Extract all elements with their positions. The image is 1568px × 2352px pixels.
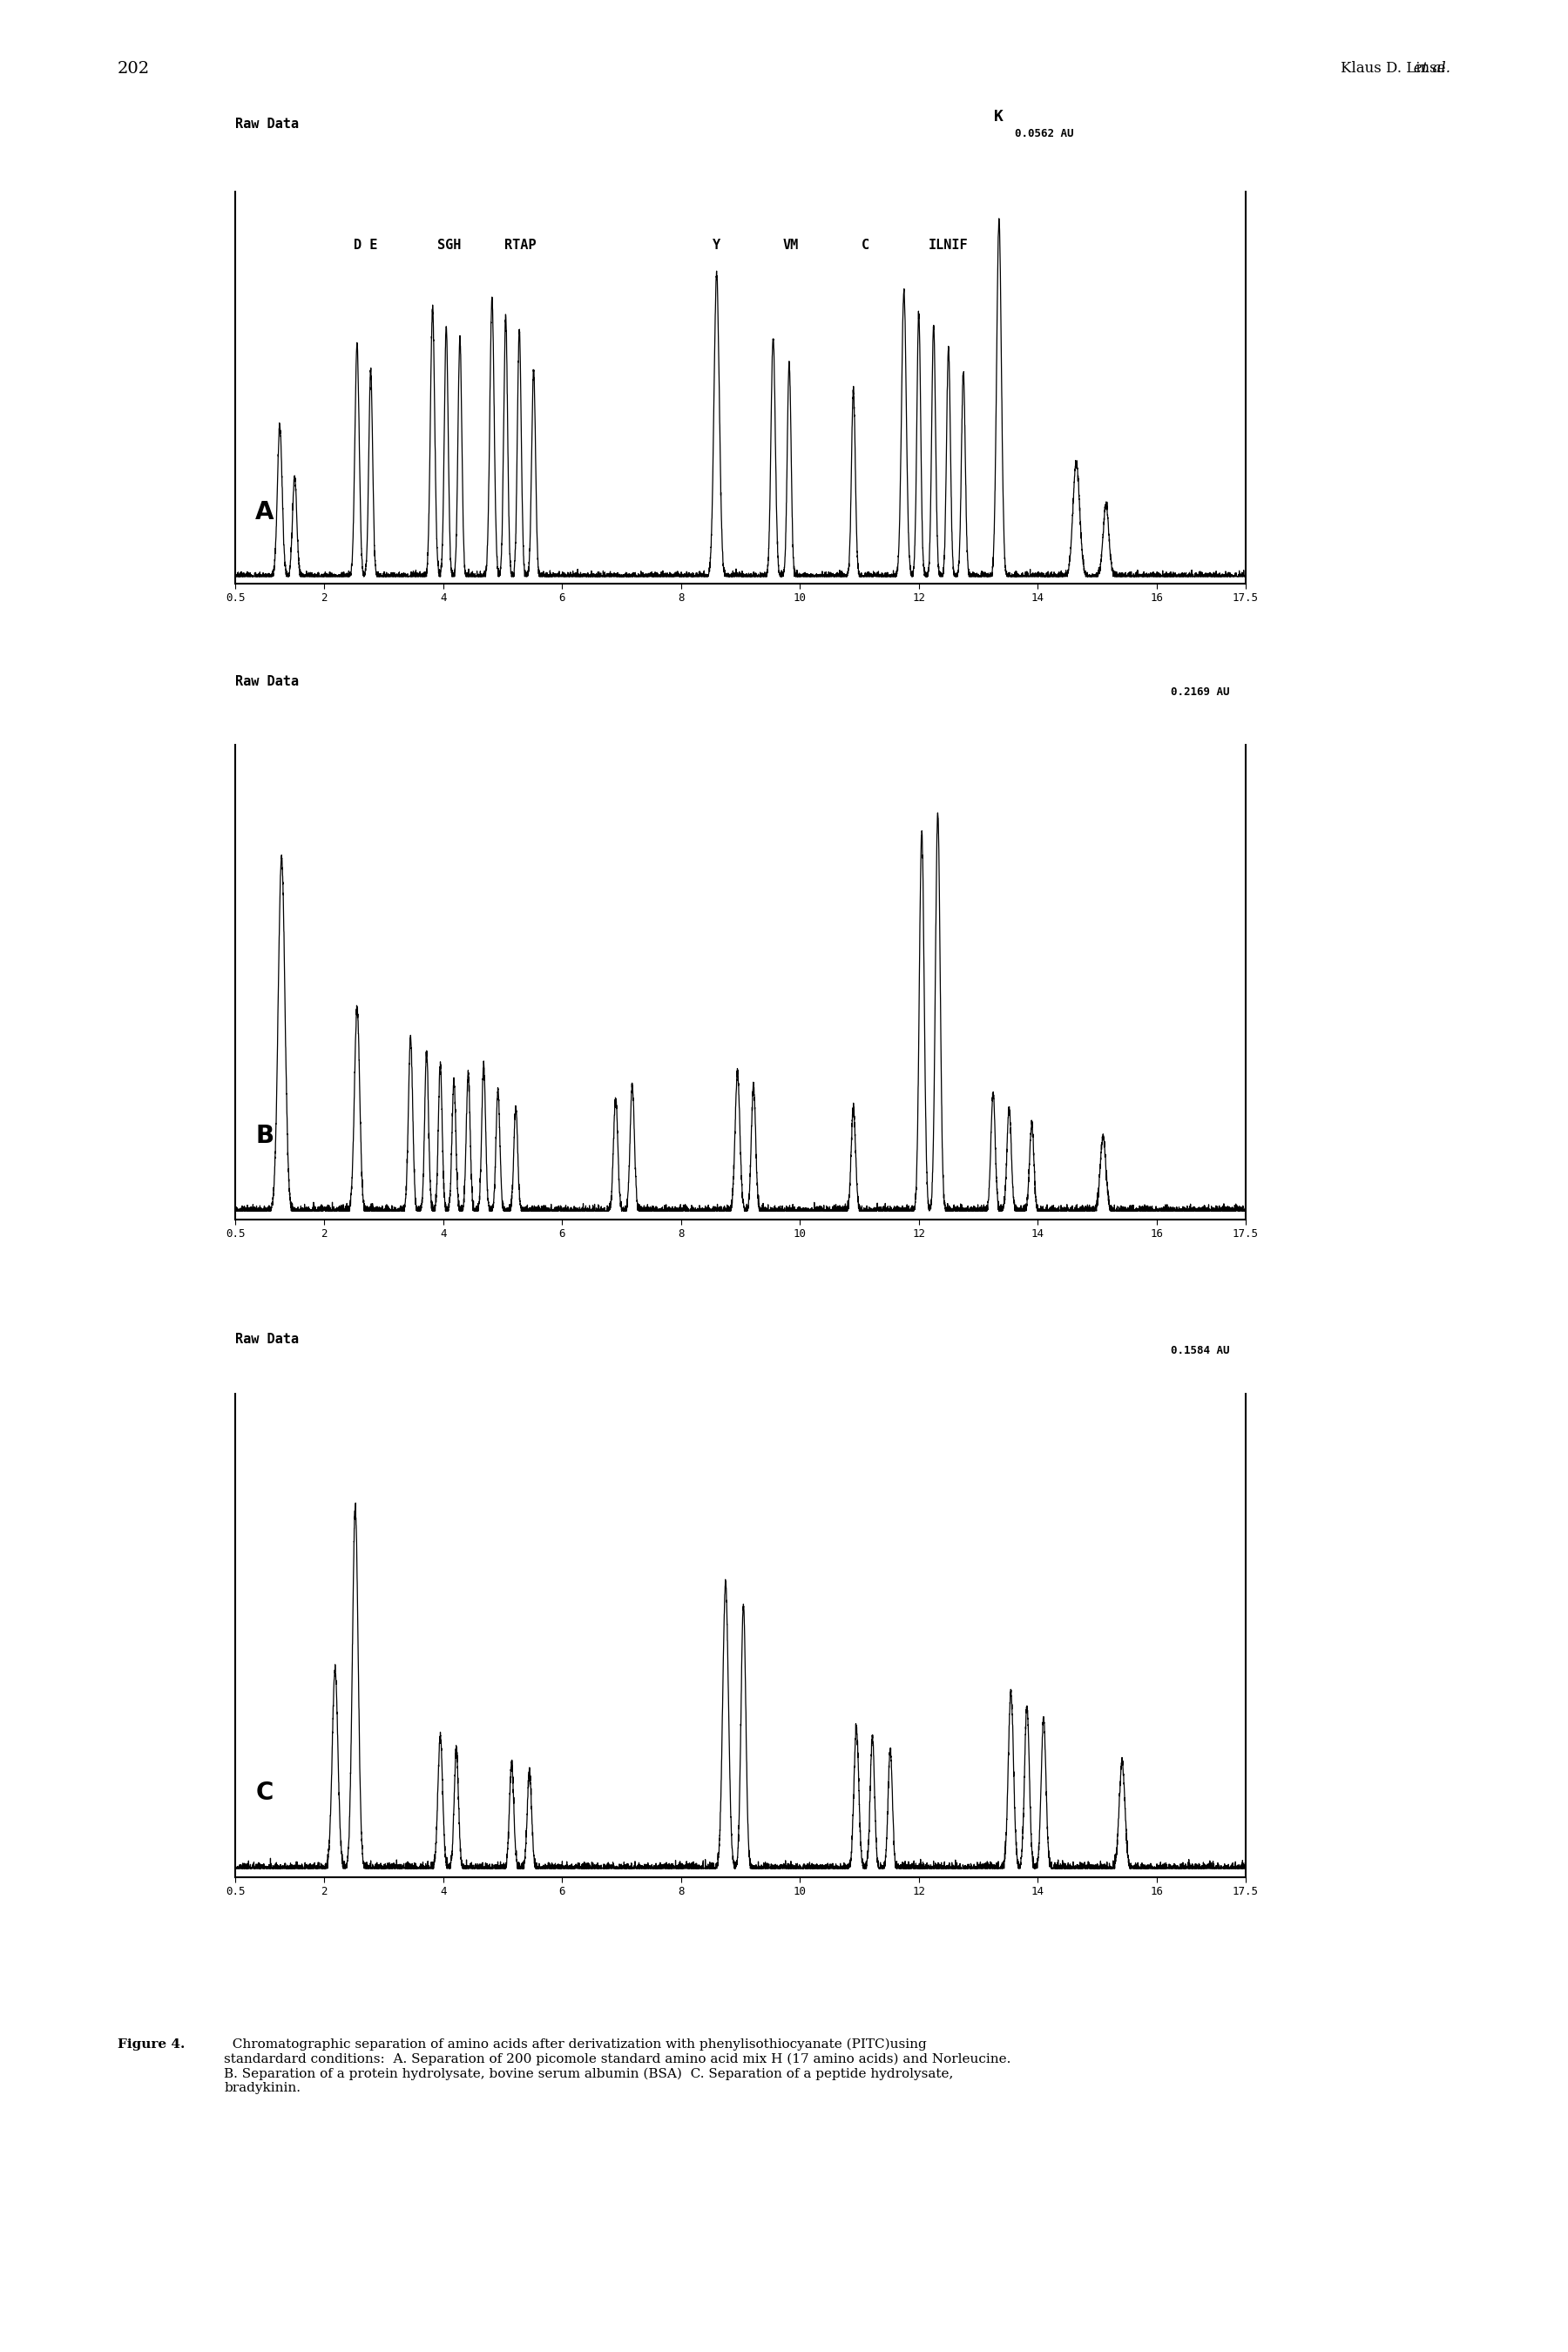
Text: D E: D E	[354, 238, 378, 252]
Text: A: A	[256, 501, 274, 524]
Text: Raw Data: Raw Data	[235, 1334, 299, 1345]
Text: 202: 202	[118, 61, 151, 78]
Text: SGH: SGH	[437, 238, 461, 252]
Text: 0.0562 AU: 0.0562 AU	[1014, 127, 1074, 139]
Text: Raw Data: Raw Data	[235, 118, 299, 132]
Text: Chromatographic separation of amino acids after derivatization with phenylisothi: Chromatographic separation of amino acid…	[224, 2039, 1011, 2093]
Text: Klaus D. Linse: Klaus D. Linse	[1341, 61, 1450, 75]
Text: Figure 4.: Figure 4.	[118, 2039, 185, 2051]
Text: 0.1584 AU: 0.1584 AU	[1171, 1345, 1229, 1355]
Text: B: B	[256, 1124, 274, 1148]
Text: RTAP: RTAP	[505, 238, 536, 252]
Text: ILNIF: ILNIF	[928, 238, 969, 252]
Text: VM: VM	[782, 238, 800, 252]
Text: C: C	[256, 1780, 273, 1804]
Text: K: K	[994, 108, 1004, 125]
Text: et al.: et al.	[1363, 61, 1450, 75]
Text: Raw Data: Raw Data	[235, 675, 299, 689]
Text: C: C	[861, 238, 869, 252]
Text: 0.2169 AU: 0.2169 AU	[1171, 687, 1229, 699]
Text: Y: Y	[713, 238, 721, 252]
